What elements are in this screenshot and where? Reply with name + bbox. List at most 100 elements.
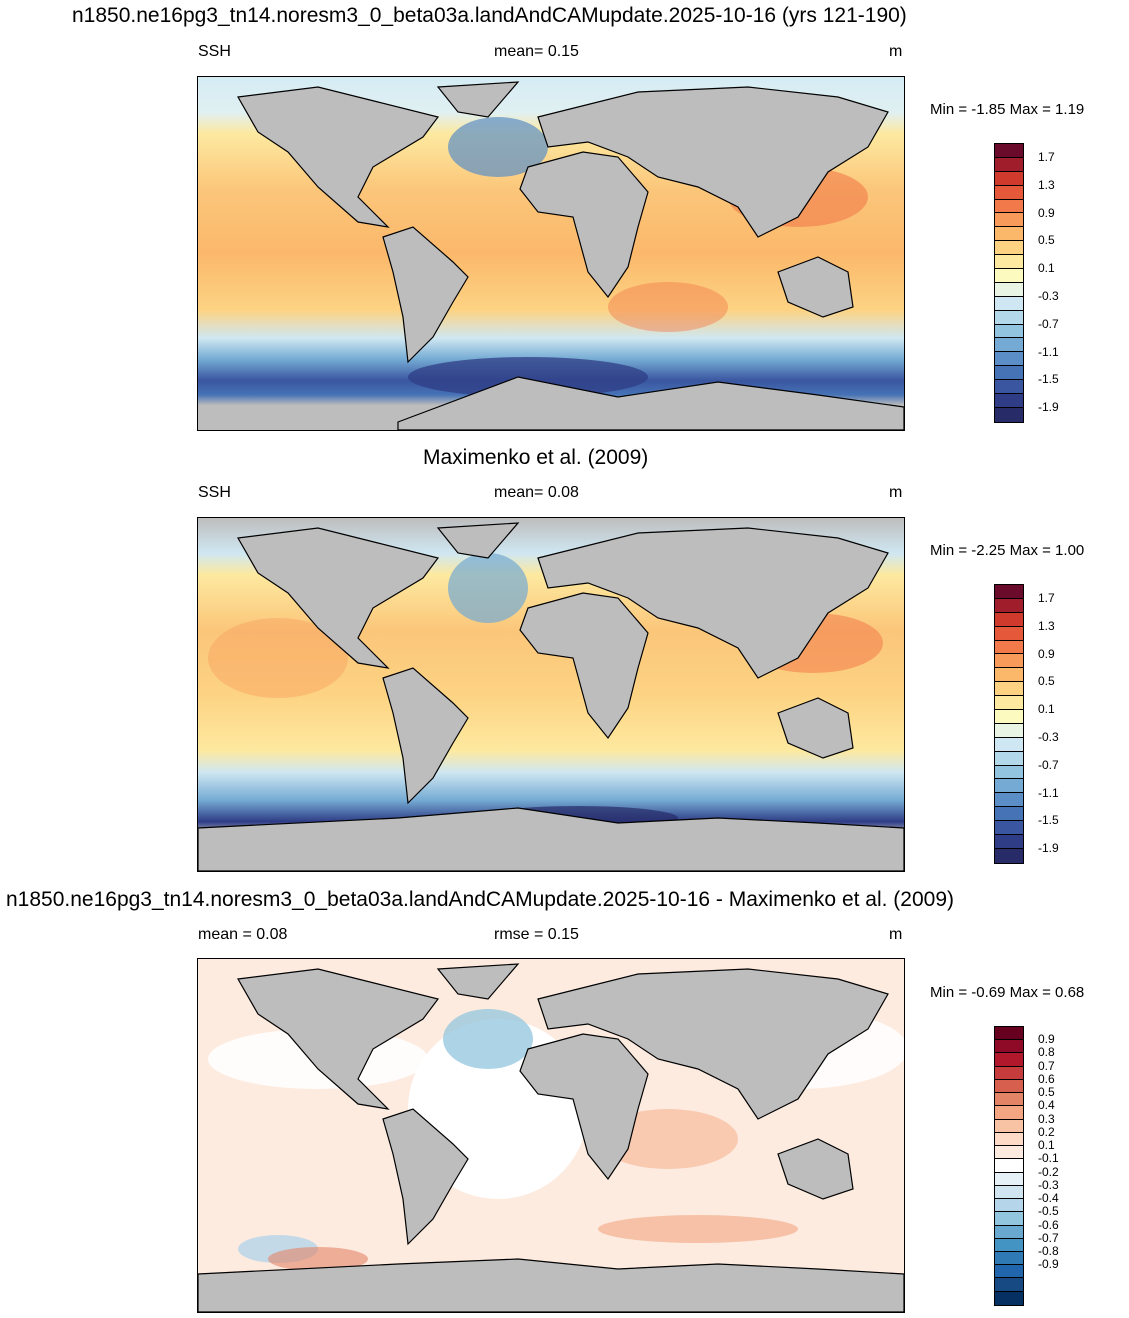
panel1-colorbar-tick-label: 1.7 bbox=[1038, 149, 1055, 164]
panel3-colorbar-tick-label: -0.1 bbox=[1038, 1151, 1059, 1166]
panel2-colorbar-tick-label: -0.7 bbox=[1038, 757, 1059, 772]
panel3-map-graphic bbox=[198, 959, 904, 1312]
panel2-colorbar bbox=[994, 584, 1024, 864]
panel2-colorbar-tick-label: 0.5 bbox=[1038, 674, 1055, 689]
panel3-colorbar-tick-label: -0.7 bbox=[1038, 1230, 1059, 1245]
panel3-colorbar-tick-label: -0.3 bbox=[1038, 1177, 1059, 1192]
panel3-colorbar-bin bbox=[995, 1119, 1023, 1133]
panel3-units-label: m bbox=[889, 926, 903, 943]
panel1-colorbar-bin bbox=[995, 394, 1023, 408]
panel1-map bbox=[197, 76, 905, 431]
panel3-colorbar-bin bbox=[995, 1238, 1023, 1252]
panel2-colorbar-bin bbox=[995, 612, 1023, 627]
panel3-colorbar-tick-label: -0.9 bbox=[1038, 1257, 1059, 1272]
panel1-colorbar-tick-label: -1.5 bbox=[1038, 372, 1059, 387]
panel2-colorbar-tick-label: 1.7 bbox=[1038, 590, 1055, 605]
panel3-colorbar-tick-label: 0.4 bbox=[1038, 1098, 1055, 1113]
panel3-colorbar-bin bbox=[995, 1185, 1023, 1200]
panel3-colorbar-bin bbox=[995, 1278, 1023, 1292]
panel2-variable-label: SSH bbox=[198, 484, 231, 501]
panel3-colorbar-tick-label: 0.7 bbox=[1038, 1058, 1055, 1073]
panel1-colorbar bbox=[994, 143, 1024, 423]
panel3-minmax-label: Min = -0.69 Max = 0.68 bbox=[930, 984, 1085, 1001]
panel3-colorbar-bin bbox=[995, 1212, 1023, 1226]
panel1-colorbar-bin bbox=[995, 241, 1023, 256]
panel1-colorbar-bin bbox=[995, 366, 1023, 381]
panel3-colorbar-tick-label: 0.9 bbox=[1038, 1032, 1055, 1047]
panel1-colorbar-bin bbox=[995, 296, 1023, 311]
panel1-variable-label: SSH bbox=[198, 43, 231, 60]
panel3-colorbar-tick-label: 0.1 bbox=[1038, 1138, 1055, 1153]
panel1-colorbar-bin bbox=[995, 171, 1023, 186]
panel2-colorbar-bin bbox=[995, 696, 1023, 711]
panel2-colorbar-bin bbox=[995, 848, 1023, 863]
panel2-minmax-label: Min = -2.25 Max = 1.00 bbox=[930, 542, 1085, 559]
panel1-colorbar-bin bbox=[995, 352, 1023, 367]
panel3-colorbar-bin bbox=[995, 1106, 1023, 1120]
panel3-colorbar-bin bbox=[995, 1159, 1023, 1173]
panel3-colorbar-bin bbox=[995, 1027, 1023, 1041]
panel3-colorbar-tick-label: 0.8 bbox=[1038, 1045, 1055, 1060]
panel2-colorbar-bin bbox=[995, 723, 1023, 738]
panel2-colorbar-bin bbox=[995, 835, 1023, 849]
panel1-colorbar-tick-label: -1.9 bbox=[1038, 400, 1059, 415]
panel2-colorbar-tick-label: -1.5 bbox=[1038, 813, 1059, 828]
panel1-colorbar-bin bbox=[995, 310, 1023, 325]
panel1-colorbar-bin bbox=[995, 199, 1023, 214]
panel2-mean-label: mean= 0.08 bbox=[494, 484, 579, 501]
panel3-colorbar-tick-label: -0.4 bbox=[1038, 1191, 1059, 1206]
panel2-map bbox=[197, 517, 905, 872]
panel2-colorbar-bin bbox=[995, 682, 1023, 697]
panel1-title: n1850.ne16pg3_tn14.noresm3_0_beta03a.lan… bbox=[72, 4, 907, 27]
panel3-colorbar-tick-label: 0.3 bbox=[1038, 1111, 1055, 1126]
panel1-colorbar-bin bbox=[995, 269, 1023, 283]
panel2-units-label: m bbox=[889, 484, 903, 501]
panel1-colorbar-bin bbox=[995, 407, 1023, 422]
panel3-mean-label: mean = 0.08 bbox=[198, 926, 288, 943]
panel3-colorbar-tick-label: -0.2 bbox=[1038, 1164, 1059, 1179]
panel3-colorbar-tick-label: -0.6 bbox=[1038, 1217, 1059, 1232]
panel3-rmse-label: rmse = 0.15 bbox=[494, 926, 579, 943]
panel3-colorbar-bin bbox=[995, 1053, 1023, 1067]
panel1-colorbar-bin bbox=[995, 380, 1023, 395]
panel2-colorbar-bin bbox=[995, 779, 1023, 794]
panel2-colorbar-bin bbox=[995, 626, 1023, 641]
panel2-colorbar-bin bbox=[995, 585, 1023, 599]
panel1-colorbar-tick-label: -0.3 bbox=[1038, 288, 1059, 303]
panel1-colorbar-bin bbox=[995, 255, 1023, 270]
panel2-colorbar-bin bbox=[995, 598, 1023, 613]
panel1-map-graphic bbox=[198, 77, 904, 430]
panel1-colorbar-tick-label: 0.1 bbox=[1038, 261, 1055, 276]
panel2-colorbar-tick-label: -1.1 bbox=[1038, 785, 1059, 800]
panel2-colorbar-tick-label: -0.3 bbox=[1038, 729, 1059, 744]
panel2-colorbar-bin bbox=[995, 751, 1023, 766]
panel2-colorbar-bin bbox=[995, 807, 1023, 822]
panel2-colorbar-bin bbox=[995, 654, 1023, 669]
panel2-colorbar-tick-label: 0.9 bbox=[1038, 646, 1055, 661]
panel3-colorbar-bin bbox=[995, 1172, 1023, 1186]
panel1-colorbar-tick-label: 0.5 bbox=[1038, 233, 1055, 248]
panel3-colorbar bbox=[994, 1026, 1024, 1306]
panel3-colorbar-bin bbox=[995, 1251, 1023, 1266]
panel3-colorbar-bin bbox=[995, 1066, 1023, 1080]
panel3-colorbar-tick-label: -0.8 bbox=[1038, 1244, 1059, 1259]
panel2-colorbar-bin bbox=[995, 765, 1023, 780]
panel3-colorbar-bin bbox=[995, 1040, 1023, 1054]
panel2-colorbar-bin bbox=[995, 640, 1023, 655]
panel1-colorbar-tick-label: 1.3 bbox=[1038, 177, 1055, 192]
panel2-colorbar-bin bbox=[995, 668, 1023, 683]
panel3-title: n1850.ne16pg3_tn14.noresm3_0_beta03a.lan… bbox=[6, 888, 955, 911]
panel3-colorbar-bin bbox=[995, 1093, 1023, 1107]
panel3-map bbox=[197, 958, 905, 1313]
panel2-colorbar-tick-label: -1.9 bbox=[1038, 841, 1059, 856]
panel2-colorbar-bin bbox=[995, 821, 1023, 836]
panel1-minmax-label: Min = -1.85 Max = 1.19 bbox=[930, 101, 1085, 118]
panel3-colorbar-tick-label: 0.2 bbox=[1038, 1124, 1055, 1139]
panel3-colorbar-tick-label: -0.5 bbox=[1038, 1204, 1059, 1219]
panel3-colorbar-bin bbox=[995, 1146, 1023, 1160]
panel2-colorbar-bin bbox=[995, 737, 1023, 752]
panel3-colorbar-tick-label: 0.6 bbox=[1038, 1071, 1055, 1086]
panel2-colorbar-tick-label: 1.3 bbox=[1038, 618, 1055, 633]
panel2-map-graphic bbox=[198, 518, 904, 871]
panel3-colorbar-bin bbox=[995, 1225, 1023, 1239]
